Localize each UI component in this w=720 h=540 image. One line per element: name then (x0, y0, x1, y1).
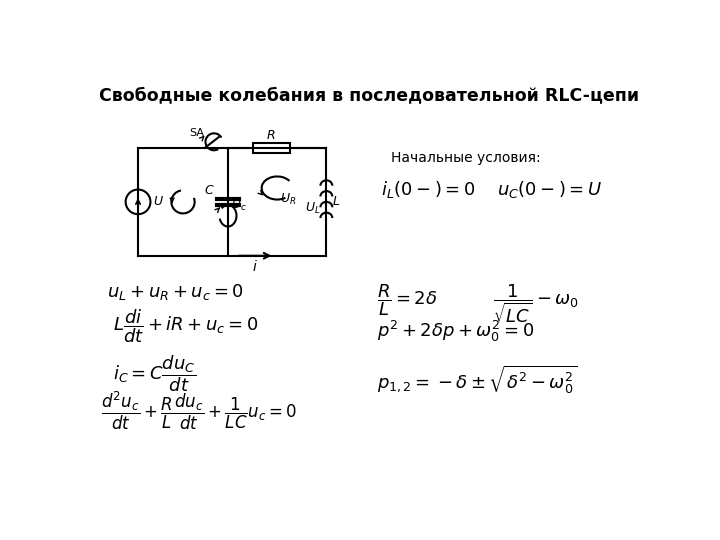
Text: $U_c$: $U_c$ (231, 198, 247, 213)
Text: $i$: $i$ (252, 259, 258, 274)
Text: $p^2+2\delta p+\omega_0^2=0$: $p^2+2\delta p+\omega_0^2=0$ (377, 319, 534, 344)
Text: $i_C = C\dfrac{du_C}{dt}$: $i_C = C\dfrac{du_C}{dt}$ (113, 354, 197, 394)
Text: $u_C(0-) = U$: $u_C(0-) = U$ (497, 179, 602, 200)
Text: R: R (267, 129, 276, 142)
Text: $\dfrac{1}{\sqrt{LC}}-\omega_0$: $\dfrac{1}{\sqrt{LC}}-\omega_0$ (493, 282, 579, 325)
Text: $\dfrac{R}{L}=2\delta$: $\dfrac{R}{L}=2\delta$ (377, 282, 437, 318)
Text: L: L (333, 195, 340, 208)
Text: $L\dfrac{di}{dt}+iR+u_c=0$: $L\dfrac{di}{dt}+iR+u_c=0$ (113, 307, 258, 345)
Text: $i_L(0-) = 0$: $i_L(0-) = 0$ (381, 179, 475, 200)
FancyBboxPatch shape (253, 143, 290, 153)
Text: $\dfrac{d^2u_c}{dt}+\dfrac{R}{L}\dfrac{du_c}{dt}+\dfrac{1}{LC}u_c=0$: $\dfrac{d^2u_c}{dt}+\dfrac{R}{L}\dfrac{d… (101, 390, 297, 432)
Text: Свободные колебания в последовательной RLC-цепи: Свободные колебания в последовательной R… (99, 86, 639, 104)
Text: $U_L$: $U_L$ (305, 200, 320, 215)
Text: SA: SA (189, 127, 204, 138)
Text: C: C (204, 184, 213, 197)
Text: $U_R$: $U_R$ (280, 192, 297, 207)
Text: $u_L + u_R + u_c = 0$: $u_L + u_R + u_c = 0$ (107, 282, 244, 302)
Text: $p_{1,2}=-\delta\pm\sqrt{\delta^2-\omega_0^2}$: $p_{1,2}=-\delta\pm\sqrt{\delta^2-\omega… (377, 363, 577, 396)
Text: U: U (153, 195, 163, 208)
Text: Начальные условия:: Начальные условия: (391, 151, 540, 165)
